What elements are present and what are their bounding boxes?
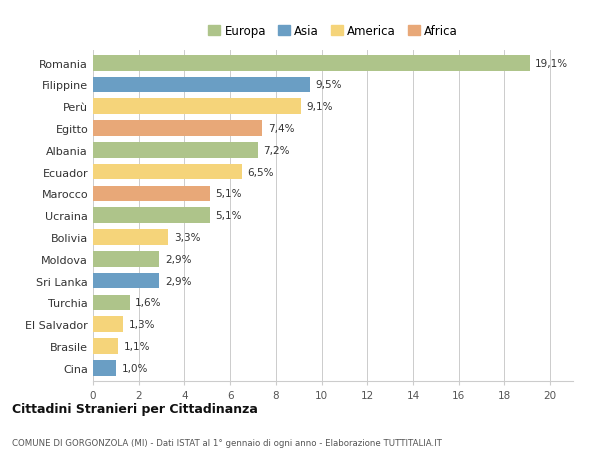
Text: 1,6%: 1,6%	[135, 298, 162, 308]
Text: 9,1%: 9,1%	[307, 102, 333, 112]
Text: 19,1%: 19,1%	[535, 59, 568, 68]
Bar	[93, 164, 242, 180]
Text: 3,3%: 3,3%	[174, 232, 200, 242]
Text: COMUNE DI GORGONZOLA (MI) - Dati ISTAT al 1° gennaio di ogni anno - Elaborazione: COMUNE DI GORGONZOLA (MI) - Dati ISTAT a…	[12, 438, 442, 448]
Text: 7,4%: 7,4%	[268, 124, 295, 134]
Bar	[93, 338, 118, 354]
Text: 7,2%: 7,2%	[263, 146, 290, 156]
Bar	[93, 186, 209, 202]
Text: 1,1%: 1,1%	[124, 341, 151, 351]
Text: 5,1%: 5,1%	[215, 189, 242, 199]
Bar	[93, 360, 116, 376]
Bar	[93, 230, 169, 245]
Text: 9,5%: 9,5%	[316, 80, 343, 90]
Text: 2,9%: 2,9%	[165, 276, 191, 286]
Bar	[93, 252, 159, 267]
Bar	[93, 99, 301, 115]
Text: 1,3%: 1,3%	[128, 319, 155, 330]
Bar	[93, 295, 130, 311]
Legend: Europa, Asia, America, Africa: Europa, Asia, America, Africa	[208, 25, 458, 38]
Text: 2,9%: 2,9%	[165, 254, 191, 264]
Bar	[93, 208, 209, 224]
Bar	[93, 273, 159, 289]
Bar	[93, 56, 530, 71]
Text: 1,0%: 1,0%	[122, 363, 148, 373]
Text: 6,5%: 6,5%	[247, 167, 274, 177]
Bar	[93, 121, 262, 137]
Bar	[93, 143, 257, 158]
Text: 5,1%: 5,1%	[215, 211, 242, 221]
Text: Cittadini Stranieri per Cittadinanza: Cittadini Stranieri per Cittadinanza	[12, 403, 258, 415]
Bar	[93, 78, 310, 93]
Bar	[93, 317, 123, 332]
